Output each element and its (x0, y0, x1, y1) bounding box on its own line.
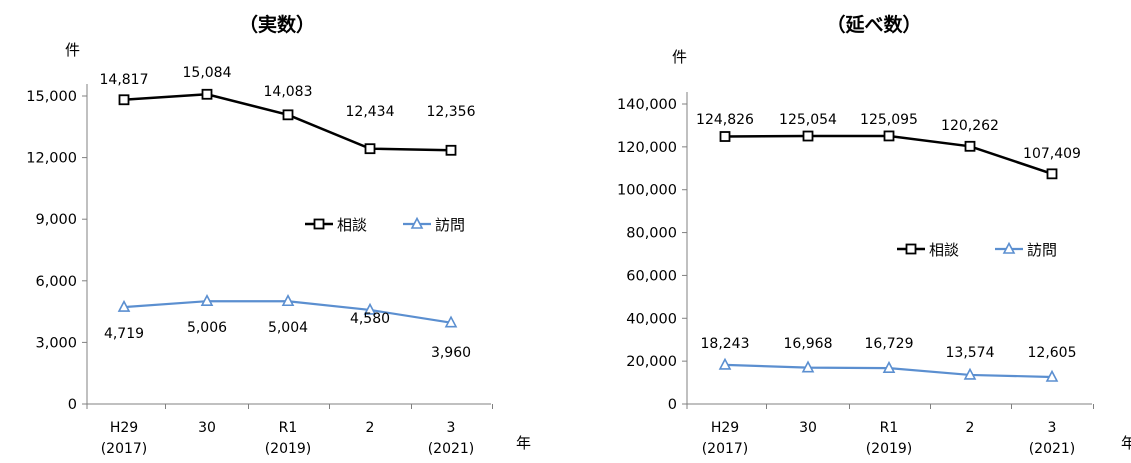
series-line (123, 93, 452, 152)
data-label: 18,243 (701, 336, 750, 352)
y-tick-label: 80,000 (626, 226, 677, 242)
data-point-marker (364, 143, 376, 155)
data-point-marker (1046, 168, 1058, 180)
data-label: 12,356 (427, 104, 476, 120)
x-tick-label: 3 (1048, 420, 1057, 436)
data-label: 107,409 (1023, 146, 1081, 162)
x-tick-label: H29 (711, 420, 739, 436)
x-tick-label: 3 (447, 420, 456, 436)
data-label: 13,574 (946, 345, 995, 361)
data-label: 125,054 (779, 112, 837, 128)
data-point-marker (882, 360, 896, 373)
x-tick-sublabel: (2021) (1029, 441, 1076, 457)
legend-marker-square (905, 243, 917, 255)
legend: 相談 訪問 (305, 216, 465, 234)
x-unit-label: 年 (1121, 434, 1131, 452)
data-label: 14,817 (100, 72, 149, 88)
data-point-marker (964, 140, 976, 152)
legend-marker-triangle (1002, 241, 1016, 254)
x-tick-label: 2 (366, 420, 375, 436)
data-label: 3,960 (431, 345, 471, 361)
y-tick-label: 0 (668, 397, 677, 413)
data-point-marker (445, 144, 457, 156)
x-tick-label: R1 (880, 420, 899, 436)
data-label: 15,084 (183, 65, 232, 81)
x-tick-label: 2 (966, 420, 975, 436)
data-point-marker (883, 130, 895, 142)
y-tick-label: 0 (68, 397, 77, 413)
y-tick-label: 60,000 (626, 268, 677, 284)
legend-marker-triangle (410, 216, 424, 229)
legend-marker-square (313, 218, 325, 230)
data-point-marker (363, 302, 377, 315)
y-tick-label: 20,000 (626, 354, 677, 370)
y-tick-label: 140,000 (617, 97, 677, 113)
x-tick-label: R1 (279, 420, 298, 436)
y-tick-label: 120,000 (617, 140, 677, 156)
chart-1: （実数） 件年 0 3,000 6,000 9,000 12,000 15,000 H29 (20… (26, 13, 531, 457)
y-tick-label: 3,000 (35, 335, 77, 351)
chart-title: （実数） (239, 13, 315, 36)
y-unit-label: 件 (672, 48, 687, 66)
data-point-marker (801, 360, 815, 373)
legend-label: 相談 (929, 241, 959, 259)
y-tick-label: 100,000 (617, 183, 677, 199)
data-point-marker (719, 131, 731, 142)
series-consultation: 14,817 15,084 14,083 12,434 12,356 (100, 65, 476, 156)
chart-2: （延べ数） 件年 0 20,000 40,000 60,000 80,000 100,000 1… (617, 13, 1131, 457)
data-label: 14,083 (264, 84, 313, 100)
x-tick-sublabel: (2021) (428, 441, 475, 457)
x-tick-sublabel: (2017) (702, 441, 749, 457)
x-tick-label: H29 (110, 420, 138, 436)
data-point-marker (963, 367, 977, 380)
data-point-marker (718, 357, 732, 370)
data-label: 16,968 (784, 336, 833, 352)
x-tick-sublabel: (2019) (866, 441, 913, 457)
data-point-marker (201, 88, 213, 100)
series-visit: 4,719 5,006 5,004 4,580 3,960 (104, 293, 471, 361)
data-label: 4,719 (104, 326, 144, 342)
data-label: 12,605 (1028, 345, 1077, 361)
y-tick-label: 15,000 (26, 89, 77, 105)
data-point-marker (802, 130, 814, 142)
data-label: 5,006 (187, 320, 227, 336)
legend-label: 相談 (337, 216, 367, 234)
series-line (724, 134, 1053, 176)
x-tick-label: 30 (799, 420, 817, 436)
y-tick-label: 12,000 (26, 151, 77, 167)
data-label: 16,729 (865, 336, 914, 352)
data-label: 125,095 (860, 112, 918, 128)
data-point-marker (282, 109, 294, 121)
data-point-marker (200, 293, 214, 307)
chart-title: （延べ数） (826, 13, 921, 36)
data-label: 4,580 (350, 311, 390, 327)
legend: 相談 訪問 (897, 241, 1057, 259)
x-tick-sublabel: (2017) (101, 441, 148, 457)
data-point-marker (281, 294, 295, 307)
legend-label: 訪問 (1027, 241, 1057, 259)
data-point-marker (118, 94, 130, 106)
series-visit: 18,243 16,968 16,729 13,574 12,605 (701, 336, 1077, 382)
data-point-marker (444, 315, 458, 328)
y-tick-label: 6,000 (35, 274, 77, 290)
data-point-marker (1045, 369, 1059, 382)
data-point-marker (117, 299, 131, 312)
legend-label: 訪問 (435, 216, 465, 234)
y-tick-label: 40,000 (626, 311, 677, 327)
y-unit-label: 件 (65, 41, 80, 59)
data-label: 120,262 (941, 118, 999, 134)
y-tick-label: 9,000 (35, 212, 77, 228)
x-tick-sublabel: (2019) (265, 441, 312, 457)
data-label: 12,434 (346, 104, 395, 120)
data-label: 124,826 (696, 112, 754, 128)
x-unit-label: 年 (516, 434, 531, 452)
data-label: 5,004 (268, 320, 308, 336)
x-tick-label: 30 (198, 420, 216, 436)
series-consultation: 124,826 125,054 125,095 120,262 107,409 (696, 112, 1081, 180)
